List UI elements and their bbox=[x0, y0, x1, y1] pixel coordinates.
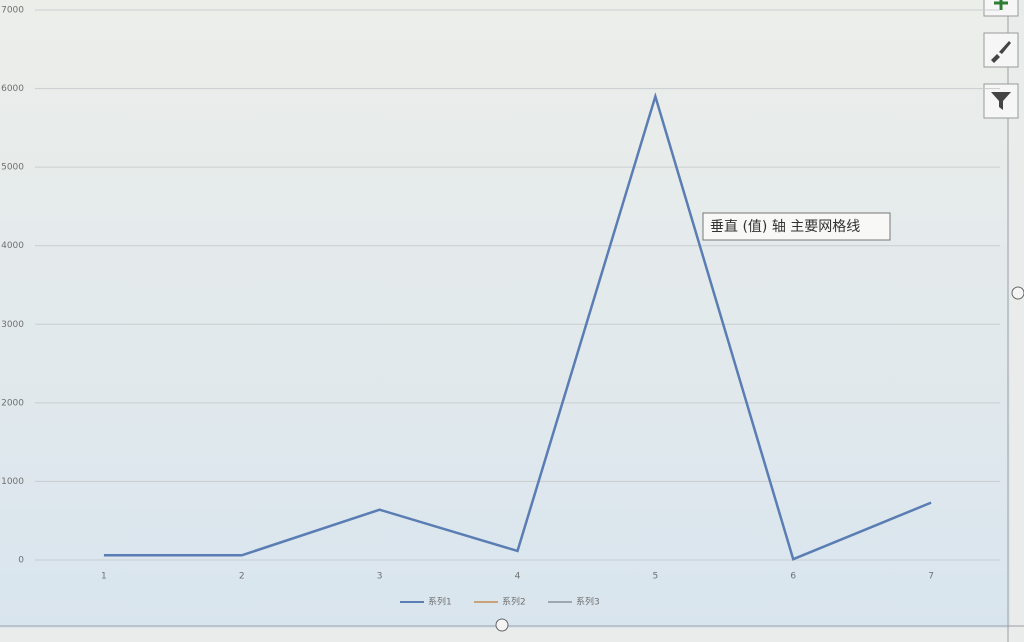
y-tick-label: 6000 bbox=[1, 84, 24, 94]
x-tick-label: 1 bbox=[101, 572, 107, 582]
legend-label: 系列3 bbox=[576, 596, 600, 608]
y-tick-label: 2000 bbox=[1, 398, 24, 408]
x-tick-label: 6 bbox=[790, 572, 796, 582]
resize-handle[interactable] bbox=[495, 618, 509, 632]
chart-elements-button[interactable] bbox=[983, 0, 1019, 17]
legend-label: 系列1 bbox=[428, 596, 452, 608]
tooltip-text: 垂直 (值) 轴 主要网格线 bbox=[710, 218, 860, 235]
x-tick-label: 2 bbox=[239, 572, 245, 582]
y-tick-label: 1000 bbox=[1, 477, 24, 487]
y-tick-label: 4000 bbox=[1, 241, 24, 251]
chart-area[interactable] bbox=[0, 0, 1010, 628]
series-line bbox=[103, 92, 932, 561]
y-tick-label: 3000 bbox=[1, 320, 24, 330]
tooltip: 垂直 (值) 轴 主要网格线 bbox=[702, 212, 891, 241]
x-tick-label: 7 bbox=[928, 572, 934, 582]
chart-filters-button[interactable] bbox=[983, 83, 1019, 119]
resize-handle[interactable] bbox=[1011, 286, 1024, 300]
x-tick-label: 3 bbox=[377, 572, 383, 582]
legend-label: 系列2 bbox=[502, 596, 526, 608]
x-tick-label: 4 bbox=[515, 572, 521, 582]
y-tick-label: 5000 bbox=[1, 163, 24, 173]
y-tick-label: 7000 bbox=[1, 6, 24, 16]
chart-styles-button[interactable] bbox=[983, 32, 1019, 68]
y-tick-label: 0 bbox=[18, 556, 24, 566]
x-tick-label: 5 bbox=[652, 572, 658, 582]
